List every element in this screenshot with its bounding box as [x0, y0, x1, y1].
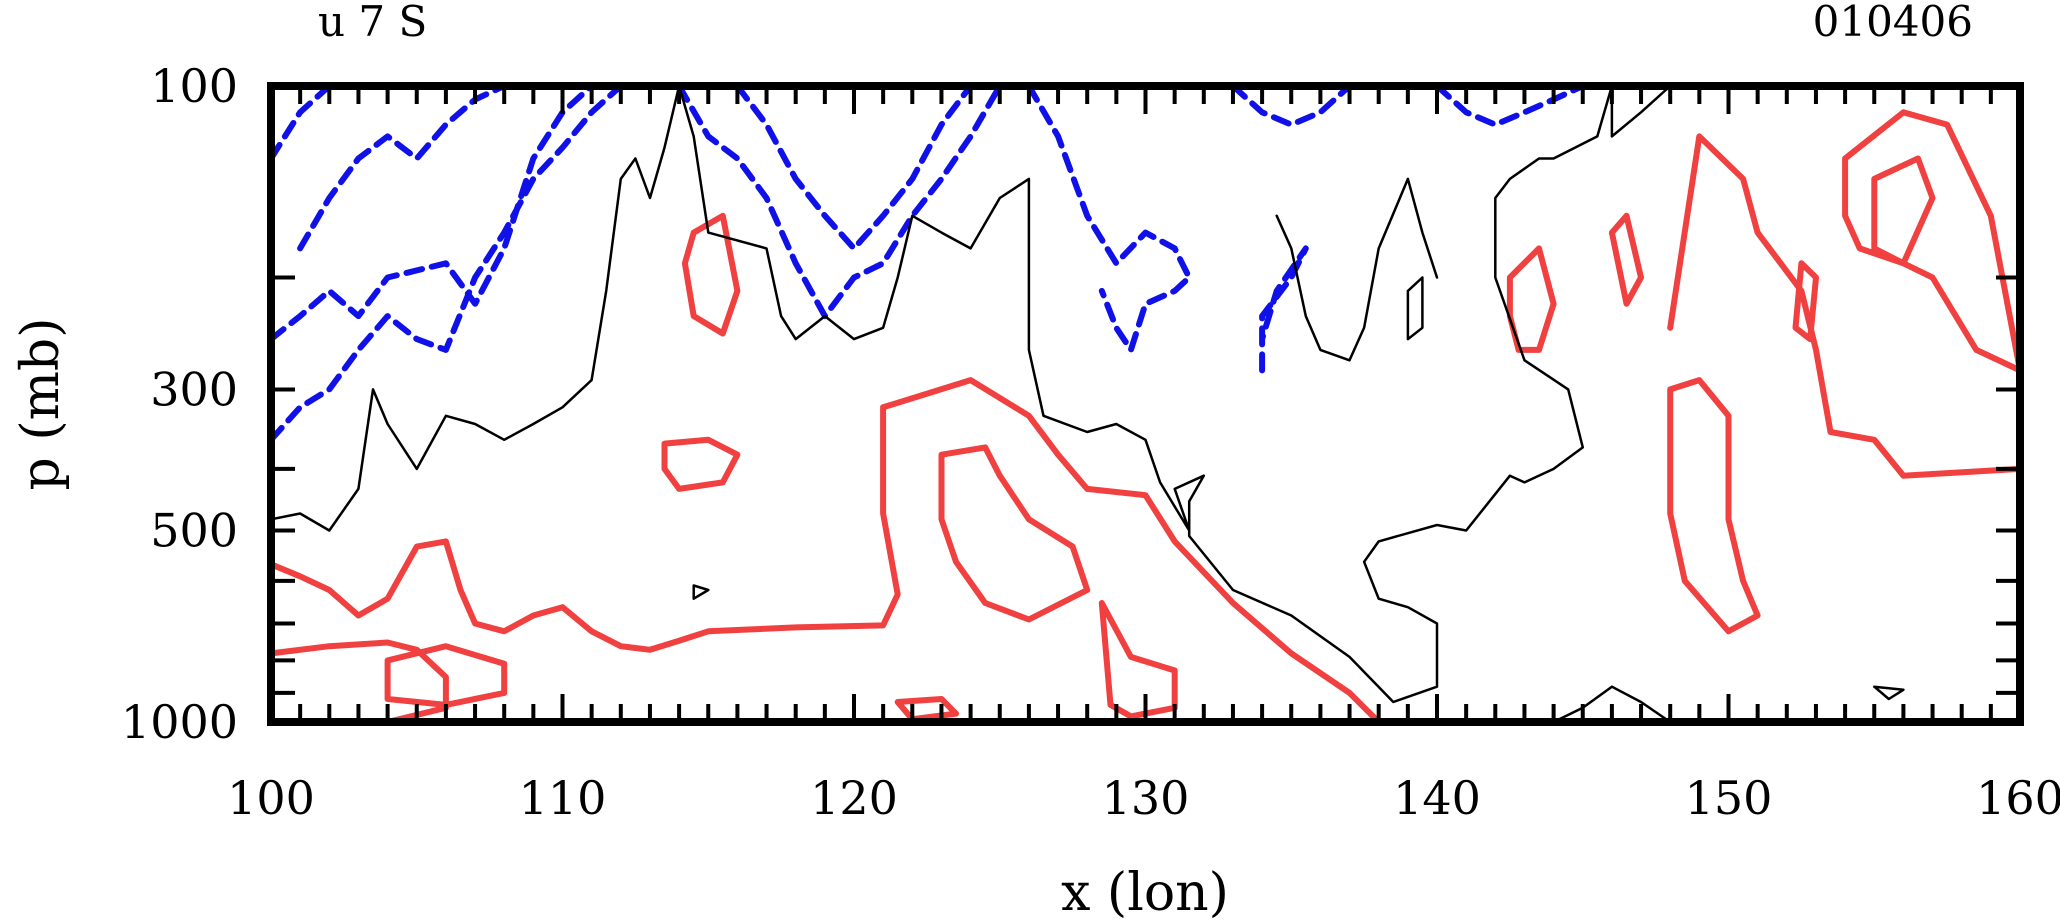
contour-positive-14 — [1608, 212, 1644, 307]
contour-positive-8 — [894, 696, 959, 723]
contour-zero-5 — [692, 584, 710, 600]
contour-positive-13 — [1871, 155, 1936, 267]
chart-title-left: u 7 S — [318, 0, 427, 46]
x-tick-label: 110 — [519, 771, 607, 825]
y-tick-label: 300 — [150, 362, 238, 416]
contour-negative-6 — [734, 83, 974, 252]
x-tick-label: 160 — [1976, 771, 2060, 825]
contour-zero-1 — [269, 84, 681, 532]
y-axis-label: p (mb) — [11, 318, 71, 491]
contour-negative-5 — [676, 83, 1003, 320]
contour-zero-4 — [1406, 276, 1424, 341]
x-tick-label: 120 — [810, 771, 898, 825]
contour-positive-4 — [681, 212, 741, 337]
contour-positive-1 — [268, 377, 1382, 725]
contour-negative-2 — [268, 83, 595, 343]
contour-positive-7 — [1098, 600, 1178, 720]
contour-zero-6 — [1610, 84, 1672, 138]
contour-positive-10 — [1667, 133, 2023, 479]
axis-ticks — [271, 86, 2020, 722]
contour-negative-3 — [268, 83, 624, 443]
y-tick-labels: 100 300 500 1000 — [121, 59, 238, 749]
y-tick-label: 500 — [150, 504, 238, 558]
contour-positive-3 — [384, 643, 508, 708]
x-tick-label: 100 — [227, 771, 315, 825]
contour-positive-6 — [938, 444, 1091, 623]
contour-negative-1 — [268, 83, 333, 162]
contour-positive-15 — [1792, 260, 1819, 343]
contour-negative-9 — [1259, 245, 1309, 374]
y-tick-label: 100 — [150, 59, 238, 113]
contour-lines — [268, 83, 2023, 725]
x-axis-label: x (lon) — [1061, 863, 1229, 923]
chart-title-right: 010406 — [1813, 0, 1973, 46]
contour-negative-4 — [297, 83, 508, 252]
x-tick-label: 130 — [1102, 771, 1190, 825]
contour-negative-10 — [1434, 83, 1586, 128]
contour-zero-8 — [1873, 685, 1905, 701]
y-tick-label: 1000 — [121, 695, 238, 749]
x-tick-label: 140 — [1393, 771, 1481, 825]
contour-zero-2 — [677, 84, 1614, 704]
x-tick-labels: 100 110 120 130 140 150 160 — [227, 771, 2060, 825]
x-tick-label: 150 — [1685, 771, 1773, 825]
contour-positive-12 — [1842, 109, 2023, 374]
contour-zero-7 — [1552, 685, 1672, 724]
contour-negative-7 — [1025, 83, 1193, 353]
contour-zero-3 — [1275, 177, 1439, 362]
contour-negative-8 — [1230, 83, 1353, 128]
contour-positive-11 — [1667, 377, 1761, 635]
contour-positive-5 — [661, 436, 741, 492]
